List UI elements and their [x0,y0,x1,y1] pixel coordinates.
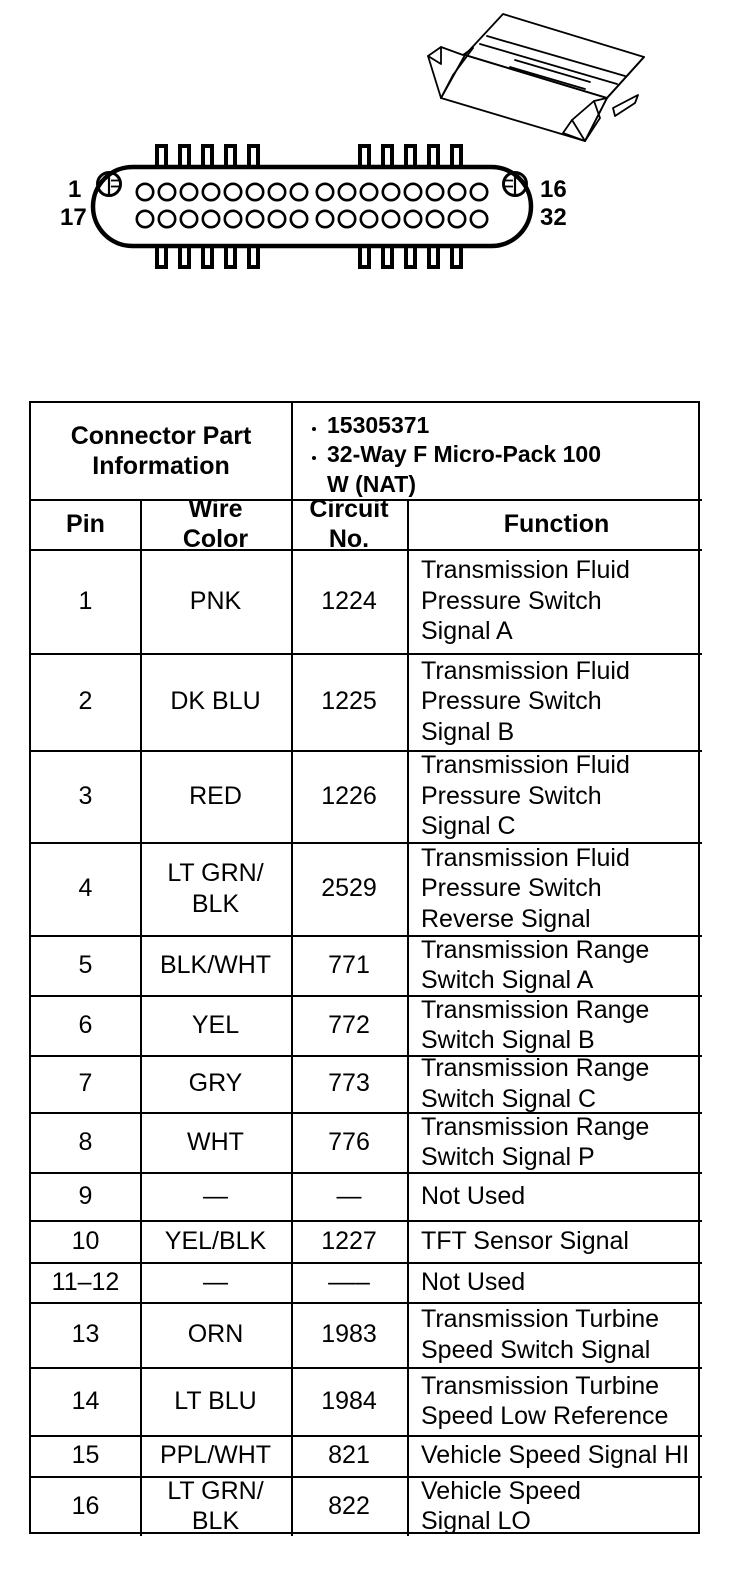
svg-text:1: 1 [68,176,81,203]
svg-text:17: 17 [60,204,87,231]
svg-text:32: 32 [540,204,567,231]
svg-text:16: 16 [540,176,567,203]
